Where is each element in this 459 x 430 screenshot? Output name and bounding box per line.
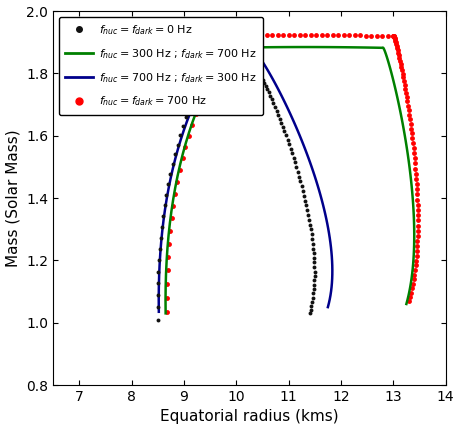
Y-axis label: Mass (Solar Mass): Mass (Solar Mass) [6,129,21,267]
Legend: $f_{nuc}=f_{dark}=0$ Hz, $f_{nuc}=300$ Hz ; $f_{dark}=700$ Hz, $f_{nuc}=700$ Hz : $f_{nuc}=f_{dark}=0$ Hz, $f_{nuc}=300$ H… [59,17,263,115]
X-axis label: Equatorial radius (kms): Equatorial radius (kms) [160,409,338,424]
